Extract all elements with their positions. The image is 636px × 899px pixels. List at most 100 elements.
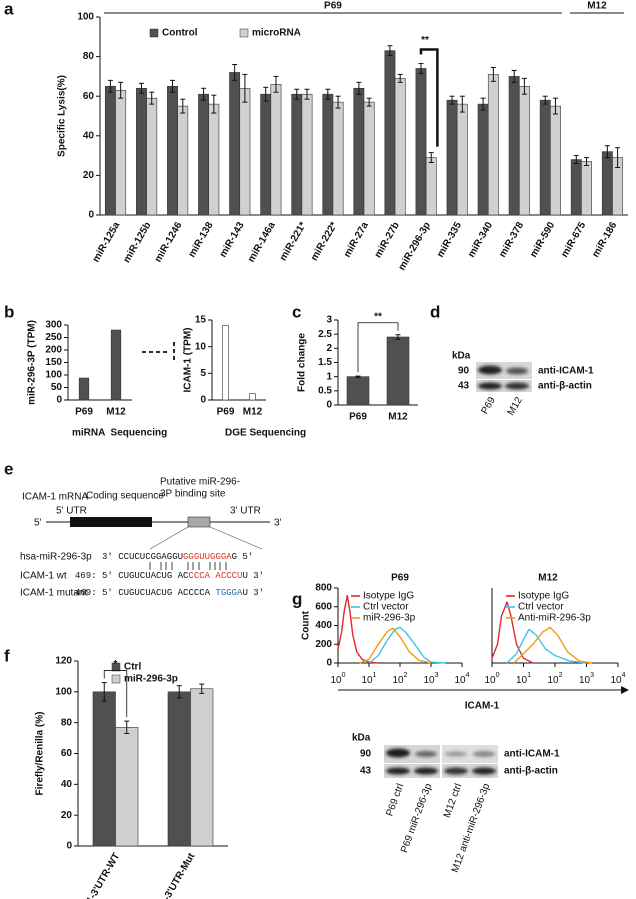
antibody: anti-β-actin <box>538 381 592 392</box>
x-tick-label: M12 <box>243 407 263 418</box>
histogram-line <box>506 628 587 664</box>
western-blot-d: kDa 90 43 anti-ICAM-1 anti-β-actin P69 M… <box>452 351 594 418</box>
y-tick-label: 400 <box>315 620 332 631</box>
bar <box>291 93 303 216</box>
x-tick-base: 10 <box>330 675 342 686</box>
sequence: 3' CCUCUCGGAGGUGGGUUGGGAG 5' <box>102 552 253 562</box>
x-tick-label: miR-125b <box>121 220 153 264</box>
x-tick-label: miR-27a <box>342 220 371 260</box>
x-tick-base: 10 <box>423 675 435 686</box>
kda-label: kDa <box>352 733 371 744</box>
significance-bracket <box>103 670 128 718</box>
x-tick-base: 10 <box>392 675 404 686</box>
panel-label: f <box>4 646 10 665</box>
band <box>478 382 502 390</box>
y-tick-label: 3 <box>326 315 332 326</box>
bar <box>487 74 499 216</box>
sequence: 469: 5' CUGUCUACUG ACCCCA TGGGAU 3' <box>75 588 264 598</box>
bar <box>570 159 582 216</box>
significance-bracket <box>419 48 439 147</box>
x-tick-label: P69 <box>217 407 235 418</box>
band <box>414 767 438 775</box>
y-tick-label: 60 <box>83 91 95 102</box>
bar <box>581 161 592 216</box>
y-tick-label: 2.5 <box>318 329 332 340</box>
zoom-line <box>209 526 263 550</box>
band <box>444 767 468 775</box>
x-tick-label: 104 <box>454 672 469 686</box>
x-tick-label: ICAM1-3'UTR-Mut <box>146 851 198 899</box>
bar <box>477 103 489 216</box>
bar <box>198 93 210 216</box>
y-tick-label: 20 <box>61 810 73 821</box>
end-label: 3' <box>274 518 282 529</box>
y-tick-label: 120 <box>55 656 72 667</box>
caption: miRNA Sequencing <box>72 428 167 439</box>
bar <box>222 325 229 401</box>
sequence-part: 3' CCUCUCGGAGGU <box>102 552 183 562</box>
group-label: M12 <box>587 1 607 12</box>
x-tick-label: miR-146a <box>246 220 278 264</box>
y-axis-label: Count <box>301 610 312 640</box>
bar <box>508 76 520 216</box>
bar <box>78 377 90 401</box>
x-tick-label: miR-221* <box>278 220 309 263</box>
x-tick-label: miR-335 <box>435 220 464 260</box>
y-tick-label: 20 <box>83 170 95 181</box>
marker: 90 <box>360 749 372 760</box>
y-axis-label: Specific Lysis(%) <box>57 75 68 157</box>
chart-title: P69 <box>391 573 409 584</box>
lane-label: P69 miR-296-3p <box>399 782 434 855</box>
lane-label: P69 <box>479 395 498 416</box>
row-label: ICAM-1 wt <box>20 571 67 582</box>
sequence-part: 469: 5' CUGUCUACUG ACCCCA <box>75 588 215 598</box>
zoom-line <box>149 526 189 550</box>
x-tick-label: miR-222* <box>309 220 340 263</box>
marker: 43 <box>360 766 372 777</box>
x-tick-label: miR-378 <box>497 220 526 260</box>
bar <box>270 84 282 216</box>
x-tick-exponent: 2 <box>559 672 563 679</box>
bar <box>190 688 214 847</box>
x-tick-label: miR-143 <box>218 220 247 260</box>
histogram-line <box>491 601 534 664</box>
sequence-part: GGGUUGGGA <box>183 552 232 562</box>
bar <box>110 329 122 401</box>
bar <box>301 93 313 216</box>
x-tick-exponent: 4 <box>466 672 470 679</box>
legend-label: Control <box>162 28 198 39</box>
utr-label: 5' UTR <box>56 506 87 517</box>
bar <box>394 78 406 216</box>
sequence-part: TGGGA <box>215 588 243 598</box>
legend-label: Ctrl vector <box>518 602 564 613</box>
x-tick-exponent: 4 <box>622 672 626 679</box>
row-label: ICAM-1 mutant <box>20 588 87 599</box>
band <box>505 382 529 390</box>
x-tick-label: miR-590 <box>528 220 557 260</box>
site-box <box>187 516 211 528</box>
x-tick-base: 10 <box>579 675 591 686</box>
y-tick-label: 5 <box>200 368 206 379</box>
x-tick-label: miR-27b <box>373 220 402 260</box>
coding-label: Coding sequence <box>86 491 164 502</box>
panel-label: d <box>430 302 440 321</box>
x-tick-label: M12 <box>106 407 126 418</box>
kda-label: kDa <box>452 351 471 362</box>
bar <box>260 93 272 216</box>
y-axis-label: Fold change <box>297 333 308 392</box>
x-tick-label: 103 <box>423 672 438 686</box>
y-tick-label: 0 <box>88 210 94 221</box>
bar <box>322 93 334 216</box>
x-tick-exponent: 0 <box>342 672 346 679</box>
y-tick-label: 100 <box>77 12 94 23</box>
x-tick-base: 10 <box>547 675 559 686</box>
y-tick-label: 50 <box>51 382 63 393</box>
diagram-e: ICAM-1 mRNA Coding sequence Putative miR… <box>20 477 282 599</box>
bar <box>208 103 220 216</box>
x-tick-label: 101 <box>361 672 376 686</box>
x-tick-exponent: 1 <box>527 672 531 679</box>
significance-bracket <box>357 322 399 373</box>
y-tick-label: 300 <box>45 320 62 331</box>
bar <box>386 336 410 406</box>
bar <box>518 86 530 216</box>
